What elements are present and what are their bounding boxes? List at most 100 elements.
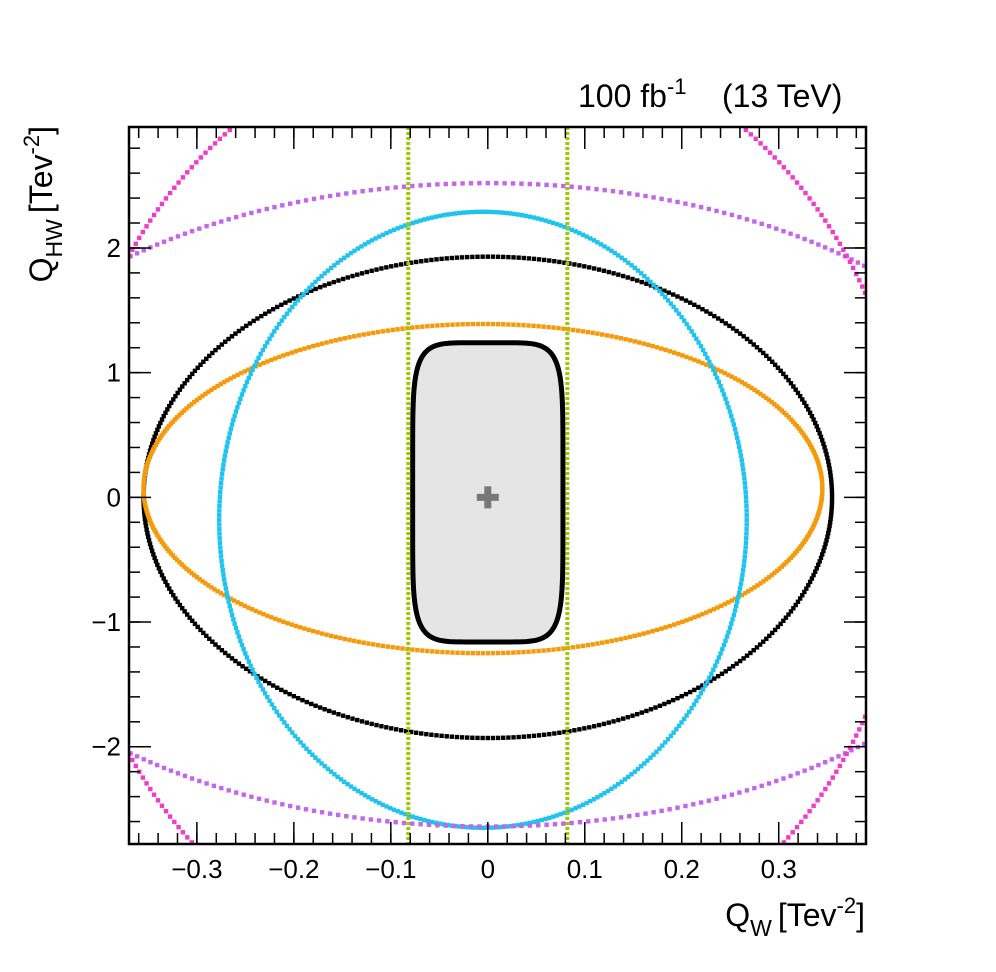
contour-point [663,933,667,937]
contour-point [582,264,587,269]
contour-point [565,517,570,520]
contour-point [190,618,195,623]
contour-point [651,810,656,815]
contour-point [406,232,411,235]
contour-point [190,371,195,377]
contour-point [606,269,611,275]
contour-point [876,323,880,327]
contour-point [616,953,620,957]
contour-point [829,505,834,511]
contour-point [221,572,226,577]
contour-point [400,646,405,651]
contour-point [565,642,570,645]
contour-point [723,669,728,674]
y-tick-label: −2 [91,732,121,762]
contour-point [907,510,911,514]
contour-point [406,637,411,640]
contour-point [141,483,146,489]
contour-point [772,362,778,367]
contour-point [343,57,347,61]
contour-point [620,273,626,279]
contour-point [177,602,183,608]
contour-point [502,824,507,829]
contour-point [806,440,811,445]
contour-point [718,603,724,609]
contour-point [904,287,908,291]
contour-point [406,542,411,545]
contour-point [279,302,284,307]
contour-point [516,322,521,328]
contour-point [565,737,570,740]
contour-point [700,683,705,688]
contour-point [149,523,155,528]
contour-point [739,882,743,886]
contour-point [283,689,288,695]
contour-point [406,762,411,765]
contour-point [657,70,661,74]
contour-point [536,32,540,36]
contour-point [492,209,497,215]
contour-point [552,822,558,827]
contour-point [236,634,242,639]
contour-point [651,752,656,757]
contour-point [156,424,162,429]
contour-point [217,494,223,499]
contour-point [635,766,641,772]
contour-point [194,845,198,849]
contour-point [359,719,365,724]
contour-point [536,324,541,329]
contour-point [0,663,3,667]
contour-point [304,746,309,751]
contour-point [565,622,570,625]
contour-point [389,726,394,731]
contour-point [430,323,435,329]
contour-point [591,797,597,802]
contour-point [786,835,791,840]
contour-point [692,357,697,363]
contour-point [256,208,262,214]
contour-point [891,636,895,640]
contour-point [68,718,72,722]
contour-point [812,452,818,457]
contour-point [262,691,268,696]
contour-point [146,538,152,543]
contour-point [159,803,165,808]
contour-point [290,730,295,735]
contour-point [177,560,182,565]
contour-point [319,273,324,279]
contour-point [280,89,284,93]
contour-point [619,255,624,260]
contour-point [704,309,709,314]
contour-point [565,512,570,515]
contour-point [527,820,533,826]
contour-point [766,397,772,403]
contour-point [536,257,542,262]
contour-point [565,352,570,355]
contour-point [878,330,882,334]
contour-point [565,137,570,140]
contour-point [510,824,516,829]
contour-point [46,302,50,306]
contour-point [726,630,731,635]
contour-point [222,650,228,656]
contour-point [67,559,71,563]
contour-point [333,338,338,343]
contour-point [609,248,614,253]
contour-point [757,347,763,353]
contour-point [871,695,875,699]
contour-point [265,359,270,364]
contour-point [565,222,570,225]
contour-point [406,177,411,180]
contour-point [565,332,570,335]
contour-point [406,537,411,540]
x-tick-label: 0.3 [761,854,797,884]
contour-point [744,503,749,509]
contour-point [868,303,872,307]
contour-point [130,247,135,252]
contour-point [97,270,101,274]
contour-point [527,214,533,219]
contour-point [144,508,149,513]
contour-point [684,618,689,623]
contour-point [797,596,803,601]
contour-point [201,359,206,364]
